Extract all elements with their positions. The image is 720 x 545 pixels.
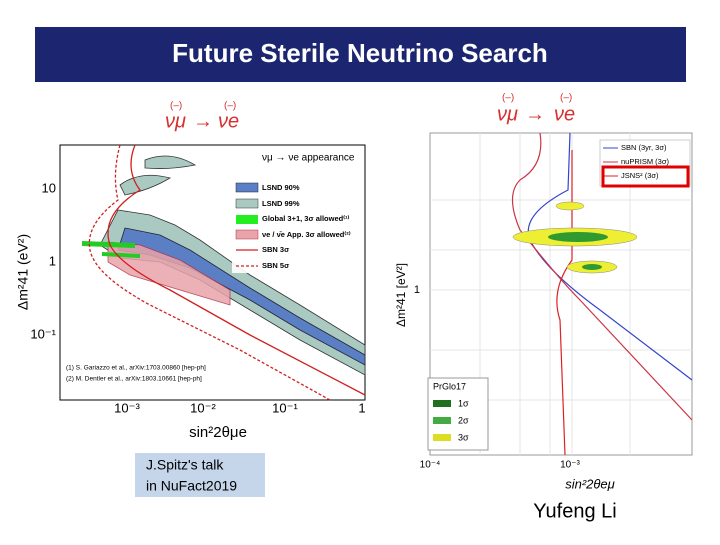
legend-item: LSND 90% [262, 183, 300, 192]
legend-item: SBN (3yr, 3σ) [621, 143, 667, 152]
legend-swatch [235, 182, 259, 193]
y-ticks: 10 1 10⁻¹ [30, 180, 56, 341]
note-line: in NuFact2019 [146, 478, 237, 494]
legend-item: Global 3+1, 3σ allowed⁽¹⁾ [262, 214, 350, 223]
legend-item: SBN 3σ [262, 245, 289, 254]
legend-item: nuPRISM (3σ) [621, 157, 669, 166]
bar: (–) [170, 101, 182, 112]
sbn-3sigma [107, 144, 366, 396]
reference: (2) M. Dentler et al., arXiv:1803.10661 … [66, 376, 202, 383]
x-tick-label: 10⁻⁴ [420, 460, 441, 471]
y-tick-label: 1 [414, 284, 420, 296]
left-process: (–) νμ → (–) νe [165, 101, 239, 133]
x-tick-label: 10⁻² [190, 400, 216, 415]
fit-region [555, 201, 585, 211]
legend: SBN (3yr, 3σ) nuPRISM (3σ) JSNS² (3σ) [621, 143, 669, 180]
legend-bg [232, 148, 362, 273]
legend: LSND 90% LSND 99% Global 3+1, 3σ allowed… [262, 183, 351, 270]
x-tick-label: 10⁻³ [560, 460, 580, 471]
nu: νμ [165, 110, 186, 132]
legend-item: JSNS² (3σ) [621, 171, 659, 180]
nu: νe [218, 110, 239, 132]
left-figure: (–) νμ → (–) νe νμ → νe appearance LSND … [15, 101, 366, 441]
title-bar [35, 27, 686, 82]
legend-item: LSND 99% [262, 199, 300, 208]
legend-swatch [433, 400, 451, 407]
global-allowed [82, 241, 135, 248]
legend-swatch [433, 417, 451, 424]
legend-item: νe / ν̄e App. 3σ allowed⁽²⁾ [262, 230, 351, 239]
note-line: J.Spitz's talk [146, 457, 224, 473]
legend-swatch [235, 198, 259, 209]
y-axis-label: Δm²41 (eV²) [15, 234, 31, 310]
global-allowed [102, 252, 140, 258]
bar: (–) [502, 93, 514, 104]
y-tick-label: 10⁻¹ [30, 326, 56, 341]
reference: (1) S. Gariazzo et al., arXiv:1703.00860… [66, 365, 206, 372]
slide-title: Future Sterile Neutrino Search [172, 38, 548, 68]
x-tick-label: 1 [358, 400, 365, 415]
fit-region [548, 232, 608, 242]
x-axis-label: sin²2θeμ [565, 476, 615, 491]
legend-item: SBN 5σ [262, 261, 289, 270]
arrow: → [525, 103, 545, 125]
legend-item: 2σ [458, 415, 469, 425]
fit-legend-bg [427, 377, 489, 451]
legend-item: 3σ [458, 432, 469, 442]
fit-legend: 1σ 2σ 3σ [458, 398, 469, 442]
nu: νμ [497, 103, 518, 125]
legend-title: νμ → νe appearance [262, 153, 355, 164]
x-ticks: 10⁻³ 10⁻² 10⁻¹ 1 [114, 400, 365, 415]
highlight-box [601, 165, 690, 188]
right-figure: (–) νμ → (–) νe SBN (3yr, 3σ) nuPRISM (3… [394, 93, 693, 491]
legend-swatch [235, 229, 259, 240]
fit-legend-title: PrGlo17 [433, 381, 466, 391]
bar: (–) [224, 101, 236, 112]
right-process: (–) νμ → (–) νe [497, 93, 575, 126]
note-box [135, 453, 265, 497]
x-tick-label: 10⁻¹ [272, 400, 298, 415]
y-tick-label: 10 [42, 180, 56, 195]
x-axis-label: sin²2θμe [189, 424, 247, 441]
bar: (–) [560, 93, 572, 104]
legend-item: 1σ [458, 398, 469, 408]
author: Yufeng Li [533, 500, 616, 522]
jsns-curve [556, 150, 573, 456]
nu: νe [554, 103, 575, 125]
y-axis-label: Δm²41 [eV²] [394, 263, 408, 327]
legend-swatch [433, 434, 451, 441]
y-tick-label: 1 [49, 253, 56, 268]
fit-region [582, 264, 602, 270]
legend-swatch [236, 215, 258, 224]
x-tick-label: 10⁻³ [114, 400, 140, 415]
arrow: → [193, 110, 213, 132]
nuprism-curve [511, 132, 693, 421]
